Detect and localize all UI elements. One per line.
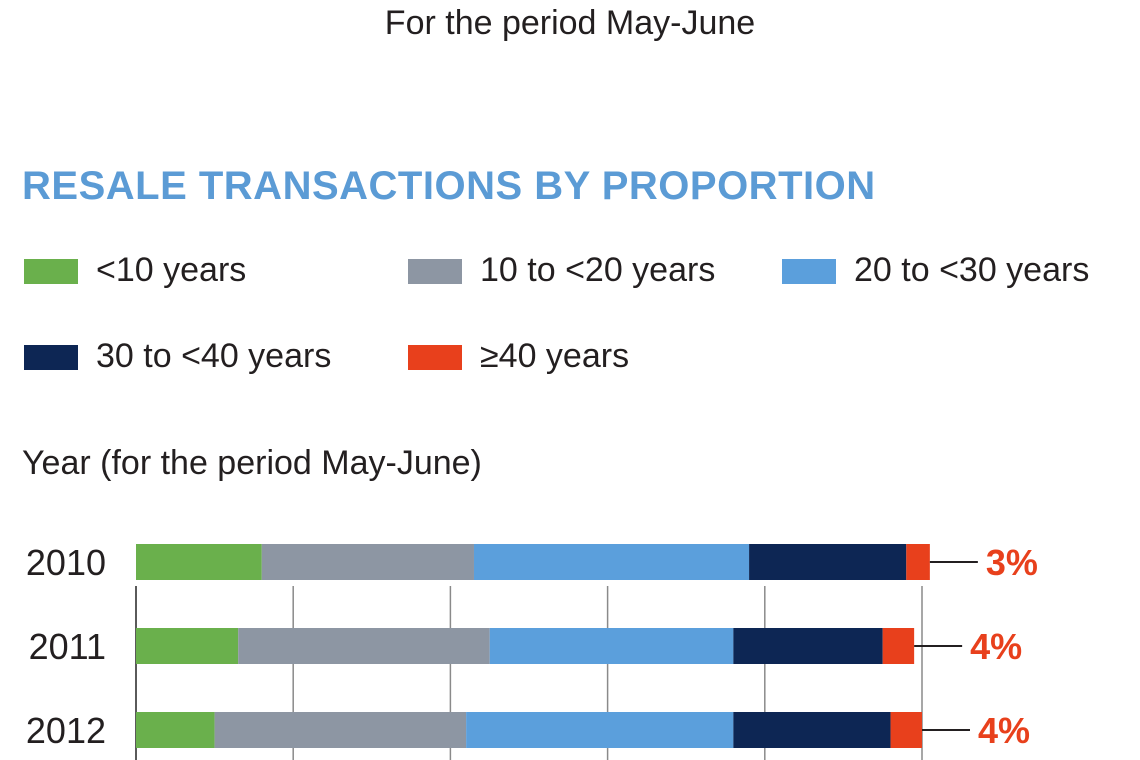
bar-segment — [136, 544, 262, 580]
year-label: 2010 — [26, 542, 106, 583]
legend-swatch-10-to-20 — [408, 259, 462, 284]
legend-swatch-under-10 — [24, 259, 78, 284]
percent-label: 4% — [978, 710, 1030, 751]
top-caption: For the period May-June — [384, 4, 756, 42]
percent-label: 4% — [970, 626, 1022, 667]
bar-segment — [890, 712, 922, 748]
bar-segment — [136, 712, 215, 748]
bar-segment — [882, 628, 915, 664]
chart-title: RESALE TRANSACTIONS BY PROPORTION — [22, 164, 876, 208]
bar-segment — [466, 712, 734, 748]
bar-chart: 2010 3% 2011 4% 2012 4% — [26, 542, 1038, 760]
axis-caption: Year (for the period May-June) — [22, 444, 482, 482]
bar-segment — [733, 628, 883, 664]
year-label: 2011 — [29, 626, 106, 667]
bar-segment — [489, 628, 734, 664]
bar-segment — [261, 544, 474, 580]
bar-segment — [214, 712, 467, 748]
legend-swatch-30-to-40 — [24, 345, 78, 370]
bar-segment — [906, 544, 930, 580]
legend-label-20-to-30: 20 to <30 years — [854, 251, 1090, 289]
bar-segment — [733, 712, 891, 748]
legend-label-40-plus: ≥40 years — [480, 337, 630, 375]
legend-label-10-to-20: 10 to <20 years — [480, 251, 716, 289]
legend-label-under-10: <10 years — [96, 251, 247, 289]
bar-segment — [749, 544, 907, 580]
legend-swatch-20-to-30 — [782, 259, 836, 284]
bar-segment — [238, 628, 490, 664]
bar-segment — [136, 628, 239, 664]
bar-segment — [473, 544, 750, 580]
year-label: 2012 — [26, 710, 106, 751]
percent-label: 3% — [986, 542, 1038, 583]
legend-swatch-40-plus — [408, 345, 462, 370]
legend-label-30-to-40: 30 to <40 years — [96, 337, 332, 375]
